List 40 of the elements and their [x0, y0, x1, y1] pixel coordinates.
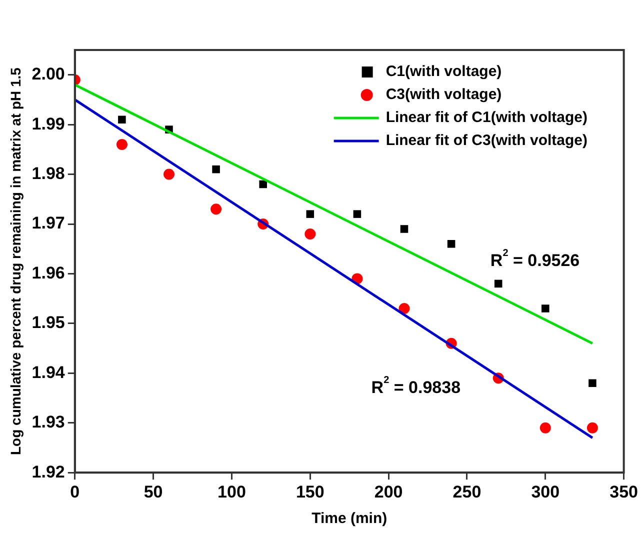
point: [540, 422, 551, 434]
point: [494, 280, 502, 288]
y-tick-label: 1.95: [32, 313, 65, 332]
legend-label: Linear fit of C3(with voltage): [386, 132, 588, 150]
y-tick-label: 1.97: [32, 214, 65, 233]
x-tick-label: 250: [452, 482, 482, 502]
point: [259, 180, 267, 188]
point: [306, 210, 314, 218]
point: [163, 168, 174, 180]
point: [118, 116, 126, 124]
point: [586, 422, 598, 434]
x-tick-label: 0: [70, 482, 80, 502]
y-tick-label: 1.98: [32, 164, 65, 183]
point: [398, 303, 410, 314]
y-tick-label: 2.00: [32, 64, 65, 84]
point: [542, 304, 550, 312]
y-tick-label: 1.92: [32, 462, 65, 482]
x-tick-label: 350: [610, 482, 638, 502]
y-tick-label: 1.99: [32, 114, 65, 134]
point: [210, 204, 222, 215]
point: [116, 138, 128, 150]
y-tick-label: 1.94: [32, 362, 66, 382]
point: [447, 240, 456, 248]
point: [400, 225, 408, 233]
y-tick-label: 1.93: [32, 412, 65, 432]
x-tick-label: 50: [144, 482, 163, 502]
x-tick-label: 200: [374, 482, 403, 502]
x-axis-title: Time (min): [312, 510, 388, 528]
legend-label: C1(with voltage): [386, 63, 502, 80]
point: [588, 379, 596, 387]
point: [212, 165, 220, 174]
legend-label: C3(with voltage): [386, 86, 502, 104]
x-tick-label: 150: [296, 482, 324, 502]
point: [353, 210, 362, 218]
y-axis-title: Log cumulative percent drug remaining in matrix at pH 1.5: [7, 67, 24, 456]
y-tick-label: 1.96: [32, 263, 65, 282]
x-tick-label: 300: [531, 482, 560, 502]
x-tick-label: 100: [218, 482, 246, 502]
point: [304, 228, 316, 240]
legend-label: Linear fit of C1(with voltage): [386, 109, 588, 126]
